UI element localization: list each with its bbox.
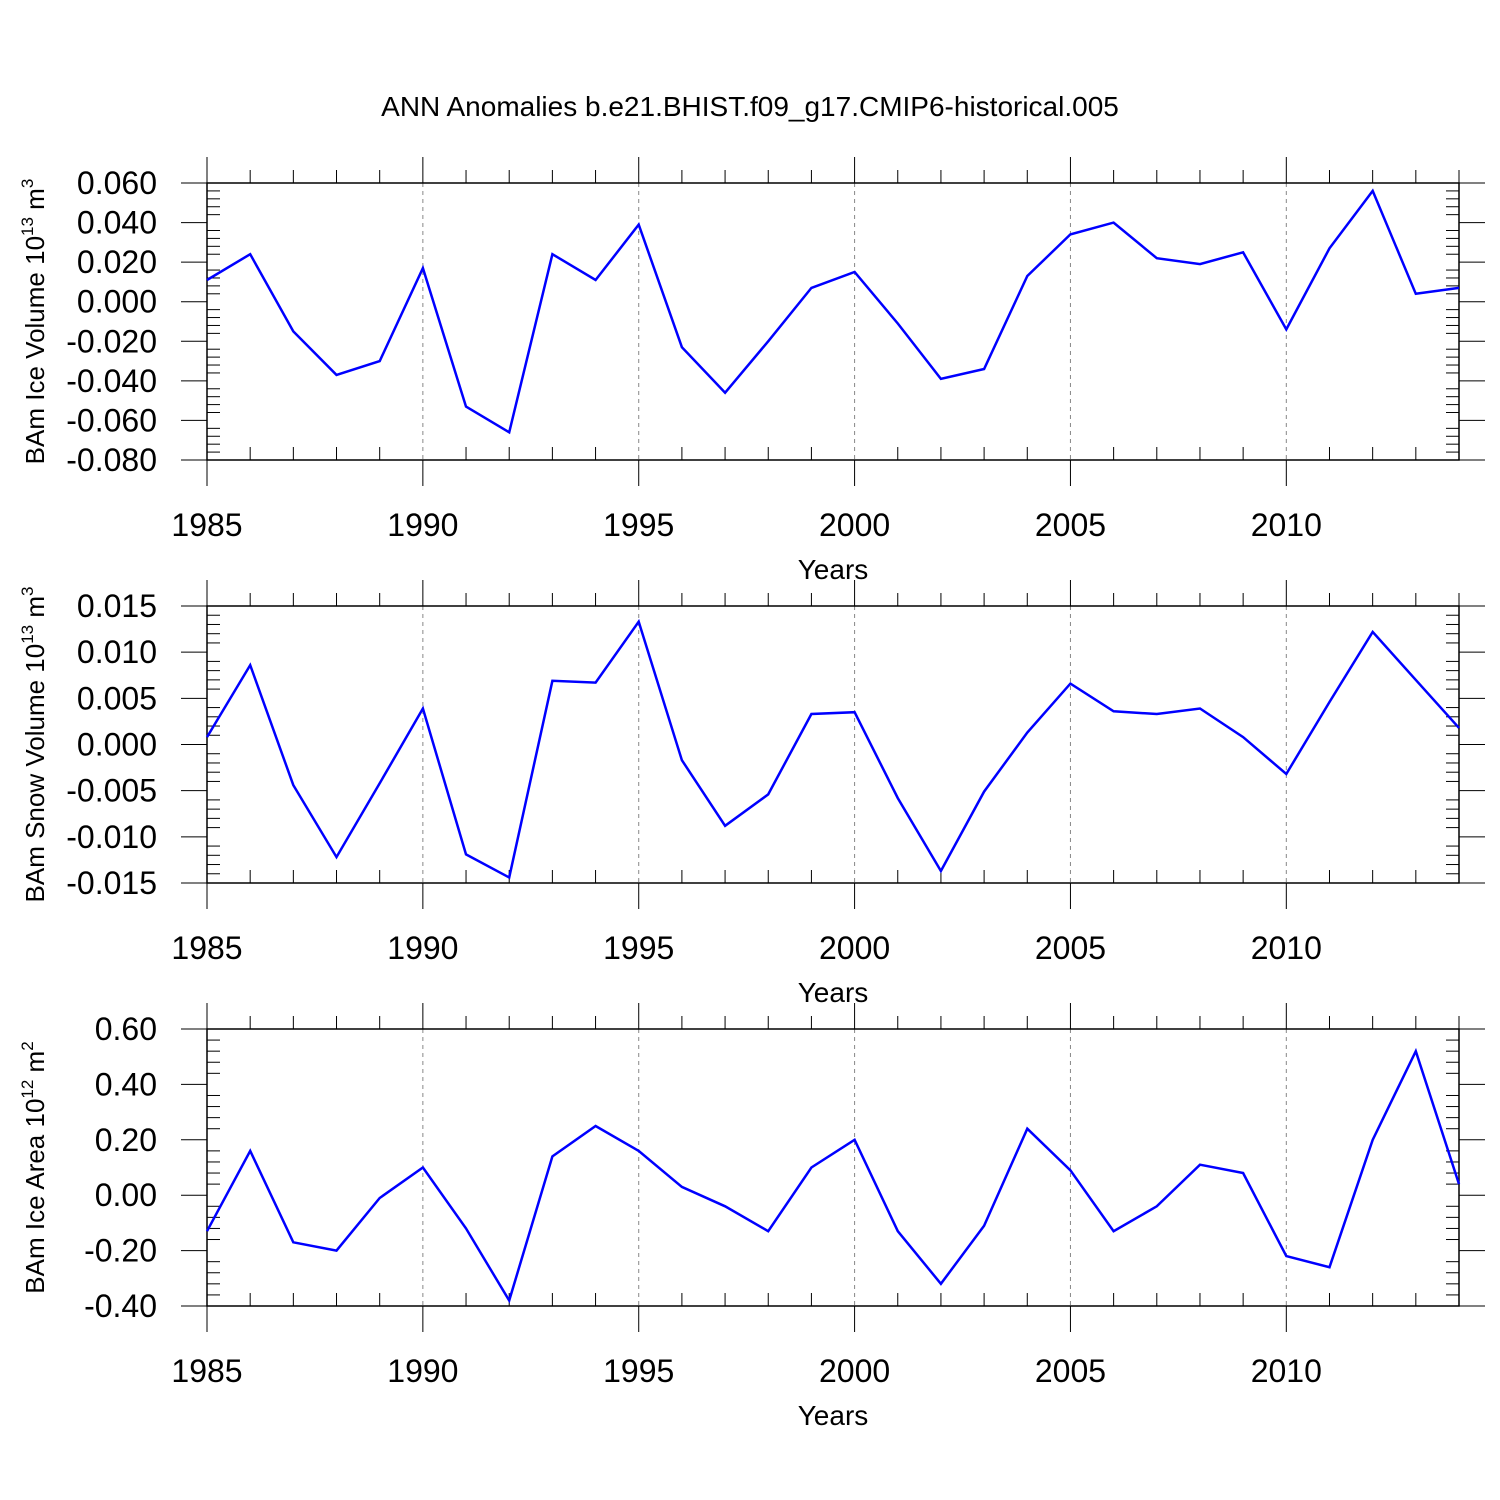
x-tick-label: 1990 [387, 507, 458, 543]
y-tick-label: -0.20 [84, 1233, 157, 1269]
y-tick-label: 0.000 [77, 727, 157, 763]
panel-ice-area: -0.40 -0.20 0.00 0.20 0.40 0.60 1985 1990 1995 20… [18, 1003, 1485, 1431]
x-axis-label: Years [798, 977, 869, 1008]
y-tick-label: -0.005 [66, 773, 157, 809]
y-axis-label: BAm Ice Area 1012 m2 [18, 1041, 50, 1293]
x-tick-label: 2005 [1035, 1353, 1106, 1389]
x-axis-label: Years [798, 554, 869, 585]
y-axis-label: BAm Ice Volume 1013 m3 [18, 179, 50, 465]
x-tick-label: 1995 [603, 507, 674, 543]
y-axis-label: BAm Snow Volume 1013 m3 [18, 587, 50, 903]
x-tick-label: 2000 [819, 507, 890, 543]
y-tick-label: -0.080 [66, 442, 157, 478]
series-line [205, 1047, 1461, 1304]
y-tick-label: 0.005 [77, 680, 157, 716]
x-tick-label: 2000 [819, 1353, 890, 1389]
x-axis-label: Years [798, 1400, 869, 1431]
y-tick-label: -0.40 [84, 1288, 157, 1324]
x-tick-label: 1985 [171, 507, 242, 543]
panel-snow-volume: -0.015 -0.010 -0.005 0.000 0.005 0.010 0.015 19… [18, 580, 1485, 1008]
y-tick-label: 0.020 [77, 244, 157, 280]
x-tick-label: 2000 [819, 930, 890, 966]
y-tick-label: -0.060 [66, 402, 157, 438]
y-tick-label: 0.010 [77, 634, 157, 670]
y-tick-label: 0.60 [95, 1011, 157, 1047]
figure-title: ANN Anomalies b.e21.BHIST.f09_g17.CMIP6-… [381, 91, 1119, 122]
y-tick-label: 0.00 [95, 1177, 157, 1213]
x-tick-label: 2005 [1035, 930, 1106, 966]
x-tick-label: 1990 [387, 930, 458, 966]
x-tick-label: 1990 [387, 1353, 458, 1389]
y-tick-label: -0.010 [66, 819, 157, 855]
x-tick-label: 1985 [171, 1353, 242, 1389]
y-tick-label: 0.20 [95, 1122, 157, 1158]
series-line [206, 188, 1460, 435]
plot-frame [206, 605, 1460, 884]
y-tick-label: 0.000 [77, 284, 157, 320]
y-tick-label: 0.40 [95, 1066, 157, 1102]
y-tick-label: 0.060 [77, 165, 157, 201]
x-tick-label: 1985 [171, 930, 242, 966]
series-line [205, 618, 1460, 880]
y-tick-label: 0.015 [77, 588, 157, 624]
y-tick-label: -0.020 [66, 323, 157, 359]
x-tick-label: 2010 [1251, 507, 1322, 543]
x-tick-label: 2005 [1035, 507, 1106, 543]
x-tick-label: 2010 [1251, 1353, 1322, 1389]
y-tick-label: -0.015 [66, 865, 157, 901]
x-tick-label: 1995 [603, 930, 674, 966]
plot-frame [206, 1028, 1460, 1307]
plot-frame [206, 182, 1460, 461]
x-tick-label: 2010 [1251, 930, 1322, 966]
x-tick-label: 1995 [603, 1353, 674, 1389]
y-tick-label: 0.040 [77, 205, 157, 241]
y-tick-label: -0.040 [66, 363, 157, 399]
